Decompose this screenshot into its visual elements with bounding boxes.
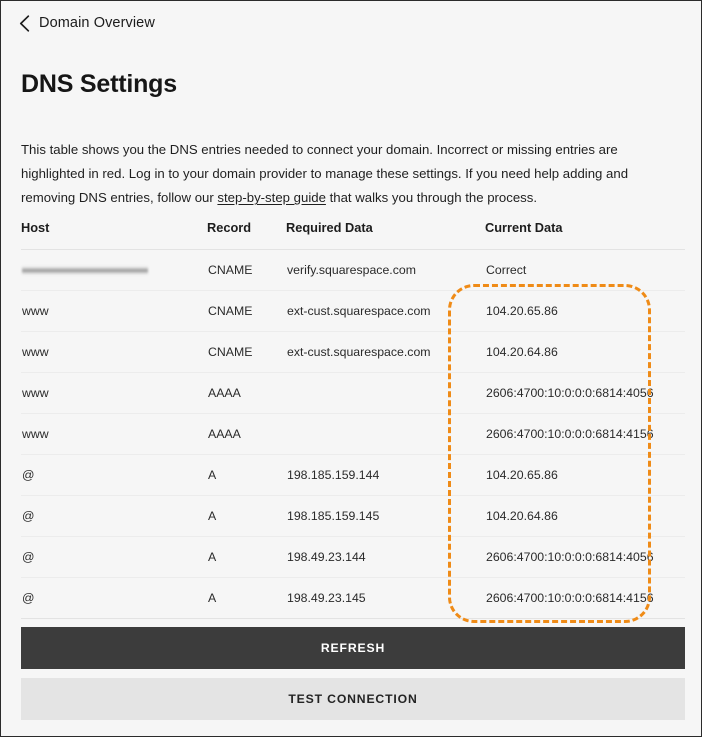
cell-required-data: 198.49.23.145 xyxy=(286,577,485,619)
cell-current-data: 104.20.65.86 xyxy=(485,454,685,496)
table-row: CNAME verify.squarespace.com Correct xyxy=(21,249,685,291)
cell-current-data: 104.20.64.86 xyxy=(485,495,685,537)
column-header-current-data: Current Data xyxy=(485,206,685,250)
cell-required-data: ext-cust.squarespace.com xyxy=(286,331,485,373)
table-row: www AAAA 2606:4700:10:0:0:0:6814:4056 xyxy=(21,372,685,414)
cell-record-type: AAAA xyxy=(207,413,286,455)
cell-host: www xyxy=(21,331,207,373)
cell-record-type: A xyxy=(207,495,286,537)
cell-required-data xyxy=(286,413,485,455)
back-link-label: Domain Overview xyxy=(39,15,155,31)
cell-required-data: 198.185.159.145 xyxy=(286,495,485,537)
table-row: www CNAME ext-cust.squarespace.com 104.20.6… xyxy=(21,331,685,373)
table-row: @ A 198.49.23.145 2606:4700:10:0:0:0:6814:4… xyxy=(21,577,685,619)
cell-current-data: 104.20.64.86 xyxy=(485,331,685,373)
cell-record-type: CNAME xyxy=(207,331,286,373)
cell-current-data: 2606:4700:10:0:0:0:6814:4056 xyxy=(485,536,685,578)
cell-current-data: 2606:4700:10:0:0:0:6814:4056 xyxy=(485,372,685,414)
table-row: @ A 198.185.159.144 104.20.65.86 xyxy=(21,454,685,496)
table-row: www CNAME ext-cust.squarespace.com 104.20.6… xyxy=(21,290,685,332)
cell-host: @ xyxy=(21,495,207,537)
cell-host: www xyxy=(21,413,207,455)
cell-current-data: 104.20.65.86 xyxy=(485,290,685,332)
cell-host: www xyxy=(21,372,207,414)
cell-host: @ xyxy=(21,536,207,578)
cell-required-data: 198.185.159.144 xyxy=(286,454,485,496)
cell-record-type: A xyxy=(207,536,286,578)
table-body: CNAME verify.squarespace.com Correct www CNA… xyxy=(21,249,685,619)
page-title: DNS Settings xyxy=(21,70,177,98)
table-row: @ A 198.49.23.144 2606:4700:10:0:0:0:6814:4… xyxy=(21,536,685,578)
table-header-row: Host Record Required Data Current Data xyxy=(21,206,685,250)
cell-required-data: ext-cust.squarespace.com xyxy=(286,290,485,332)
cell-host: @ xyxy=(21,577,207,619)
dns-records-table: Host Record Required Data Current Data C… xyxy=(21,206,685,619)
table-row: www AAAA 2606:4700:10:0:0:0:6814:4156 xyxy=(21,413,685,455)
cell-current-data: 2606:4700:10:0:0:0:6814:4156 xyxy=(485,577,685,619)
column-header-record: Record xyxy=(207,206,286,250)
intro-text-part-2: that walks you through the process. xyxy=(325,190,538,206)
cell-required-data: verify.squarespace.com xyxy=(286,249,485,291)
table-header: Host Record Required Data Current Data xyxy=(21,206,685,250)
cell-host: @ xyxy=(21,454,207,496)
intro-paragraph: This table shows you the DNS entries nee… xyxy=(21,138,685,210)
cell-record-type: CNAME xyxy=(207,290,286,332)
chevron-left-icon xyxy=(18,14,30,32)
cell-required-data: 198.49.23.144 xyxy=(286,536,485,578)
column-header-host: Host xyxy=(21,206,207,250)
refresh-button[interactable]: REFRESH xyxy=(21,627,685,669)
redacted-host-value xyxy=(22,265,148,275)
column-header-required-data: Required Data xyxy=(286,206,485,250)
table-row: @ A 198.185.159.145 104.20.64.86 xyxy=(21,495,685,537)
step-by-step-guide-link[interactable]: step-by-step guide xyxy=(217,190,326,206)
test-connection-button[interactable]: TEST CONNECTION xyxy=(21,678,685,720)
cell-current-data: Correct xyxy=(485,249,685,291)
cell-record-type: A xyxy=(207,577,286,619)
cell-required-data xyxy=(286,372,485,414)
cell-record-type: AAAA xyxy=(207,372,286,414)
cell-host: www xyxy=(21,290,207,332)
back-link[interactable]: Domain Overview xyxy=(1,1,701,45)
cell-record-type: CNAME xyxy=(207,249,286,291)
intro-text-part-1: This table shows you the DNS entries nee… xyxy=(21,142,629,206)
cell-current-data: 2606:4700:10:0:0:0:6814:4156 xyxy=(485,413,685,455)
cell-host xyxy=(21,249,207,291)
cell-record-type: A xyxy=(207,454,286,496)
